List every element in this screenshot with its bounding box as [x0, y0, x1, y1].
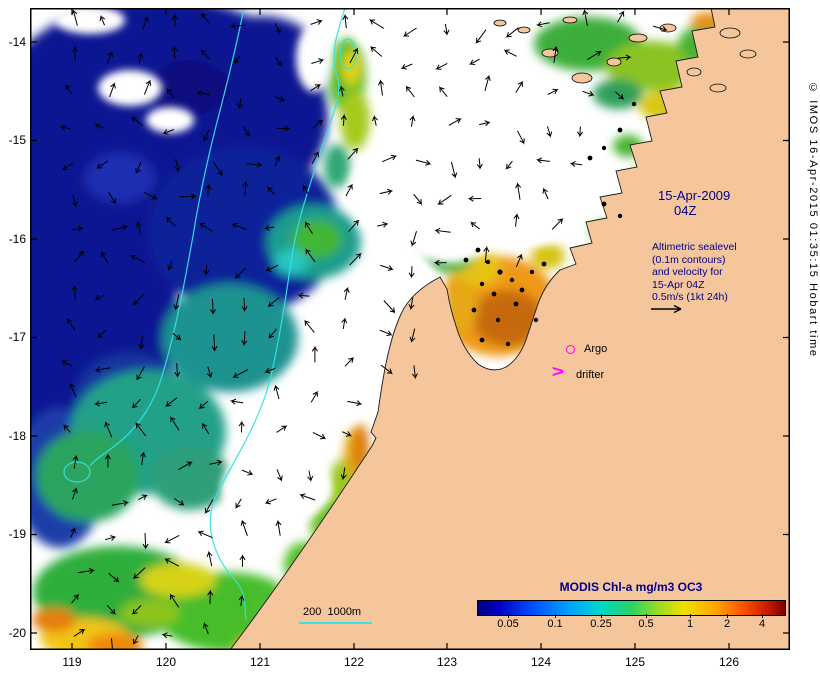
date-annotation-line1: 15-Apr-2009: [658, 188, 731, 203]
x-axis-tick-label: 121: [249, 655, 271, 669]
colorbar-tick: [727, 614, 728, 618]
x-axis-tick-label: 122: [343, 655, 365, 669]
colorbar-tick: [690, 614, 691, 618]
colorbar-tick-label: 0.1: [547, 618, 563, 630]
y-axis-tick-label: -16: [8, 232, 26, 246]
land-polygon: [229, 8, 790, 650]
contour-scale-line: [299, 622, 372, 624]
x-axis-tick-label: 124: [530, 655, 552, 669]
map-canvas: [30, 8, 790, 650]
y-axis-tick-label: -17: [8, 330, 26, 344]
map-frame: [30, 8, 790, 650]
islands-layer: [463, 16, 757, 347]
date-annotation: 15-Apr-2009 04Z: [658, 188, 730, 218]
ocean-chlorophyll-layer: [30, 8, 783, 650]
colorbar-tick: [508, 614, 509, 618]
colorbar-tick-label: 2: [723, 618, 731, 630]
colorbar-tick: [555, 614, 556, 618]
y-axis-tick-label: -20: [8, 626, 26, 640]
y-axis-tick-label: -14: [8, 35, 26, 49]
y-axis-tick-label: -19: [8, 527, 26, 541]
colorbar-tick-label: 1: [686, 618, 694, 630]
drifter-marker-icon: >: [551, 362, 565, 381]
colorbar: [477, 600, 786, 616]
credit-timestamp: © IMOS 16-Apr-2015 01:35:15 Hobart time: [807, 82, 819, 358]
altimetric-info-annotation: Altimetric sealevel (0.1m contours) and …: [652, 241, 737, 303]
x-axis-tick-label: 126: [718, 655, 740, 669]
colorbar-tick-label: 0.25: [590, 618, 612, 630]
tick-marks: [30, 8, 790, 650]
x-axis-tick-label: 120: [155, 655, 177, 669]
colorbar-title: MODIS Chl-a mg/m3 OC3: [559, 580, 703, 594]
colorbar-tick-label: 4: [758, 618, 766, 630]
argo-label: Argo: [584, 343, 608, 355]
x-axis-tick-label: 123: [436, 655, 458, 669]
colorbar-tick-label: 0.05: [497, 618, 519, 630]
x-axis-tick-label: 125: [624, 655, 646, 669]
y-axis-tick-label: -15: [8, 133, 26, 147]
drifter-label: drifter: [576, 369, 605, 381]
contour-scale-label: 200 1000m: [303, 606, 362, 618]
velocity-arrows-layer: [59, 8, 668, 650]
bathymetry-contours: [63, 8, 357, 621]
colorbar-tick: [646, 614, 647, 618]
y-axis-tick-label: -18: [8, 429, 26, 443]
argo-float-marker-icon: [566, 345, 575, 354]
x-axis-tick-label: 119: [62, 655, 82, 669]
velocity-reference-arrow-icon: [651, 304, 682, 314]
colorbar-tick: [601, 614, 602, 618]
date-annotation-line2: 04Z: [674, 203, 697, 218]
cloud-layer: [55, 8, 622, 526]
colorbar-tick-label: 0.5: [638, 618, 654, 630]
colorbar-tick: [762, 614, 763, 618]
